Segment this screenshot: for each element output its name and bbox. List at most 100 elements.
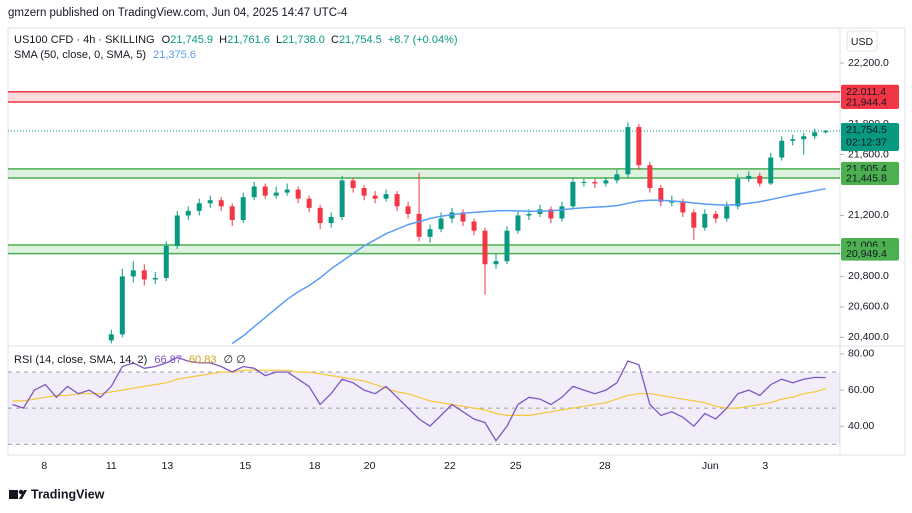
legend-key: L xyxy=(276,34,282,46)
price-label-box xyxy=(841,246,899,261)
candle-body xyxy=(108,334,114,341)
legend-key: H xyxy=(219,34,227,46)
price-label: 21,445.8 xyxy=(846,172,887,184)
rsi-legend: RSI (14, close, SMA, 14, 2) 66.87 60.83 … xyxy=(14,354,246,366)
x-tick-label: 13 xyxy=(162,460,174,472)
zone-band xyxy=(8,91,840,103)
price-pane xyxy=(8,91,840,345)
candle-body xyxy=(317,207,323,224)
candle-body xyxy=(746,175,752,179)
candle-body xyxy=(207,200,213,204)
candle-body xyxy=(141,270,147,280)
y-tick-label: 20,400.0 xyxy=(848,331,889,343)
symbol-legend: US100 CFD · 4h · SKILLING O21,745.9 H21,… xyxy=(14,34,458,46)
line-series xyxy=(231,187,826,345)
candle-body xyxy=(735,178,741,207)
candle-body xyxy=(713,213,719,219)
sma-name: SMA (50, close, 0, SMA, 5) xyxy=(14,49,146,61)
price-label: 20,949.4 xyxy=(846,248,887,260)
x-tick-label: 11 xyxy=(106,460,117,472)
candle-body xyxy=(570,181,576,207)
candle-body xyxy=(240,197,246,221)
candle-body xyxy=(361,188,367,196)
candle-body xyxy=(504,230,510,262)
candle-body xyxy=(493,261,499,265)
candle-body xyxy=(251,186,257,198)
candle-body xyxy=(515,215,521,231)
x-tick-label: 15 xyxy=(240,460,252,472)
candle-body xyxy=(130,270,136,277)
x-tick-label: 28 xyxy=(599,460,611,472)
rsi-value: 66.87 xyxy=(154,354,182,366)
zone-band xyxy=(8,245,840,254)
candle-body xyxy=(691,212,697,228)
y-tick-label: 22,200.0 xyxy=(848,57,889,69)
candle-body xyxy=(383,194,389,199)
candle-body xyxy=(680,201,686,213)
legend-value: 21,738.0 xyxy=(282,34,325,46)
candle-body xyxy=(405,206,411,214)
x-tick-label: Jun xyxy=(702,460,719,472)
x-tick-label: 8 xyxy=(41,460,47,472)
candle-body xyxy=(647,165,653,189)
candle-body xyxy=(625,127,631,175)
rsi-title: RSI (14, close, SMA, 14, 2) xyxy=(14,354,147,366)
brand: TradingView xyxy=(31,487,105,501)
last-price-box xyxy=(841,122,899,151)
candle-body xyxy=(471,221,477,231)
candle-body xyxy=(449,212,455,219)
x-tick-label: 3 xyxy=(762,460,768,472)
candle-body xyxy=(636,127,642,166)
candle-body xyxy=(196,203,202,211)
candle-body xyxy=(592,181,598,184)
price-label: 21,944.4 xyxy=(846,96,887,108)
countdown: 02:12:37 xyxy=(846,137,887,149)
y-tick-label: 40.00 xyxy=(848,420,874,432)
candle-body xyxy=(262,186,268,196)
candle-body xyxy=(581,181,587,183)
candle-body xyxy=(823,130,829,133)
candle-body xyxy=(119,276,125,335)
candle-body xyxy=(603,180,609,184)
change: +8.7 (+0.04%) xyxy=(388,34,458,46)
legend-key: O xyxy=(162,34,171,46)
x-tick-label: 18 xyxy=(309,460,321,472)
candle-body xyxy=(548,209,554,219)
currency: USD xyxy=(851,36,874,48)
sma-value: 21,375.6 xyxy=(153,49,196,61)
candle-body xyxy=(427,229,433,237)
candle-body xyxy=(768,157,774,184)
candle-body xyxy=(702,213,708,228)
sma-legend: SMA (50, close, 0, SMA, 5) 21,375.6 xyxy=(14,49,196,61)
y-tick-label: 21,600.0 xyxy=(848,148,889,160)
axes: 22,011.421,944.421,505.421,445.821,006.1… xyxy=(41,57,899,472)
candle-body xyxy=(350,180,356,189)
candle-body xyxy=(812,132,818,137)
candle-body xyxy=(757,175,763,184)
currency-box[interactable] xyxy=(846,30,878,52)
x-tick-label: 25 xyxy=(510,460,522,472)
candle-body xyxy=(526,213,532,216)
y-tick-label: 20,800.0 xyxy=(848,270,889,282)
candle-body xyxy=(669,201,675,203)
y-tick-label: 21,200.0 xyxy=(848,209,889,221)
candle-body xyxy=(185,210,191,216)
rsi-ma-value: 60.83 xyxy=(189,354,217,366)
chart-frame xyxy=(7,27,906,456)
candle-body xyxy=(295,189,301,199)
candle-body xyxy=(174,215,180,246)
candle-body xyxy=(614,174,620,181)
candle-body xyxy=(394,194,400,207)
candle-body xyxy=(460,212,466,222)
candle-body xyxy=(724,206,730,219)
y-tick-label: 60.00 xyxy=(848,384,874,396)
candle-body xyxy=(372,195,378,199)
last-price-label: 21,754.5 xyxy=(846,124,887,136)
candle-body xyxy=(416,213,422,237)
candle-body xyxy=(273,192,279,196)
legend-value: 21,754.5 xyxy=(339,34,382,46)
line-series xyxy=(12,369,826,416)
candle-body xyxy=(229,206,235,221)
